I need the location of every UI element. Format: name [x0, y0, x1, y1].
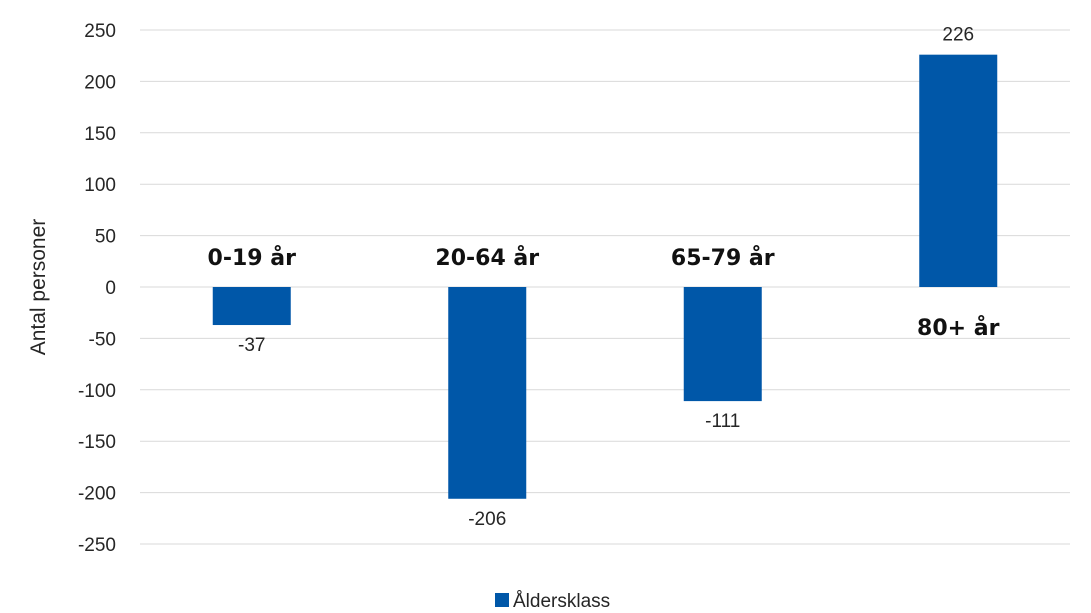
category-label: 0-19 år	[208, 245, 297, 271]
legend-swatch	[495, 593, 509, 607]
y-tick-label: 250	[84, 21, 116, 42]
data-label: -111	[705, 411, 740, 432]
category-label: 65-79 år	[671, 245, 775, 271]
y-tick-label: -100	[78, 381, 116, 402]
y-tick-label: 0	[105, 278, 116, 299]
y-axis-ticks: 250 200 150 100 50 0 -50 -100 -150 -200 -250	[78, 21, 116, 556]
bar	[683, 287, 762, 402]
gridlines	[140, 29, 1070, 545]
category-label: 80+ år	[917, 315, 1000, 341]
y-tick-label: -50	[89, 329, 116, 350]
data-label: 226	[942, 25, 974, 46]
y-tick-label: -250	[78, 535, 116, 556]
y-tick-label: -200	[78, 484, 116, 505]
y-tick-label: 150	[84, 124, 116, 145]
bars	[212, 54, 998, 499]
bar	[212, 287, 291, 326]
category-label: 20-64 år	[435, 245, 539, 271]
category-labels: 0-19 år 20-64 år 65-79 år 80+ år	[208, 245, 1000, 341]
y-tick-label: 200	[84, 72, 116, 93]
legend-label: Åldersklass	[513, 591, 610, 612]
y-tick-label: -150	[78, 432, 116, 453]
y-axis-label: Antal personer	[27, 219, 50, 356]
data-labels: -37 -206 -111 226	[238, 25, 974, 530]
data-label: -206	[468, 509, 506, 530]
y-tick-label: 100	[84, 175, 116, 196]
y-tick-label: 50	[95, 227, 116, 248]
bar	[919, 54, 998, 288]
bar	[448, 287, 527, 499]
data-label: -37	[238, 335, 265, 356]
legend: Åldersklass	[495, 591, 610, 612]
